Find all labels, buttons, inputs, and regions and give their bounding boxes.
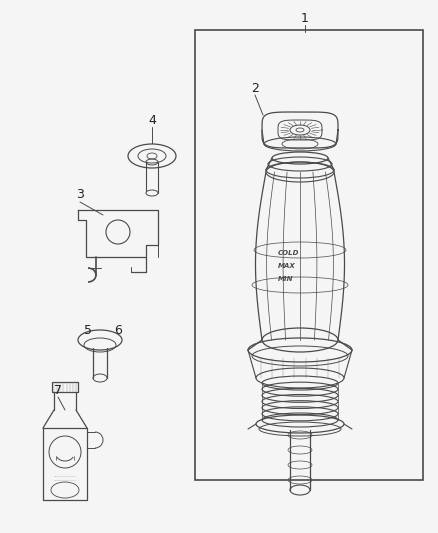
Bar: [52, 382, 78, 392]
Text: 6: 6: [114, 324, 122, 336]
Ellipse shape: [78, 330, 122, 350]
Text: COLD: COLD: [278, 250, 300, 256]
Text: 5: 5: [84, 324, 92, 336]
Bar: [195, 30, 423, 480]
Text: 4: 4: [148, 114, 156, 126]
Ellipse shape: [266, 162, 334, 182]
Ellipse shape: [128, 144, 176, 168]
Text: MAX: MAX: [278, 263, 296, 269]
Text: 1: 1: [301, 12, 309, 25]
Text: ___________: ___________: [53, 473, 77, 477]
Text: 7: 7: [54, 384, 62, 397]
Text: 3: 3: [76, 189, 84, 201]
Ellipse shape: [146, 190, 158, 196]
Text: 2: 2: [251, 82, 259, 94]
Text: MIN: MIN: [278, 276, 293, 282]
Text: ___________: ___________: [53, 477, 77, 481]
